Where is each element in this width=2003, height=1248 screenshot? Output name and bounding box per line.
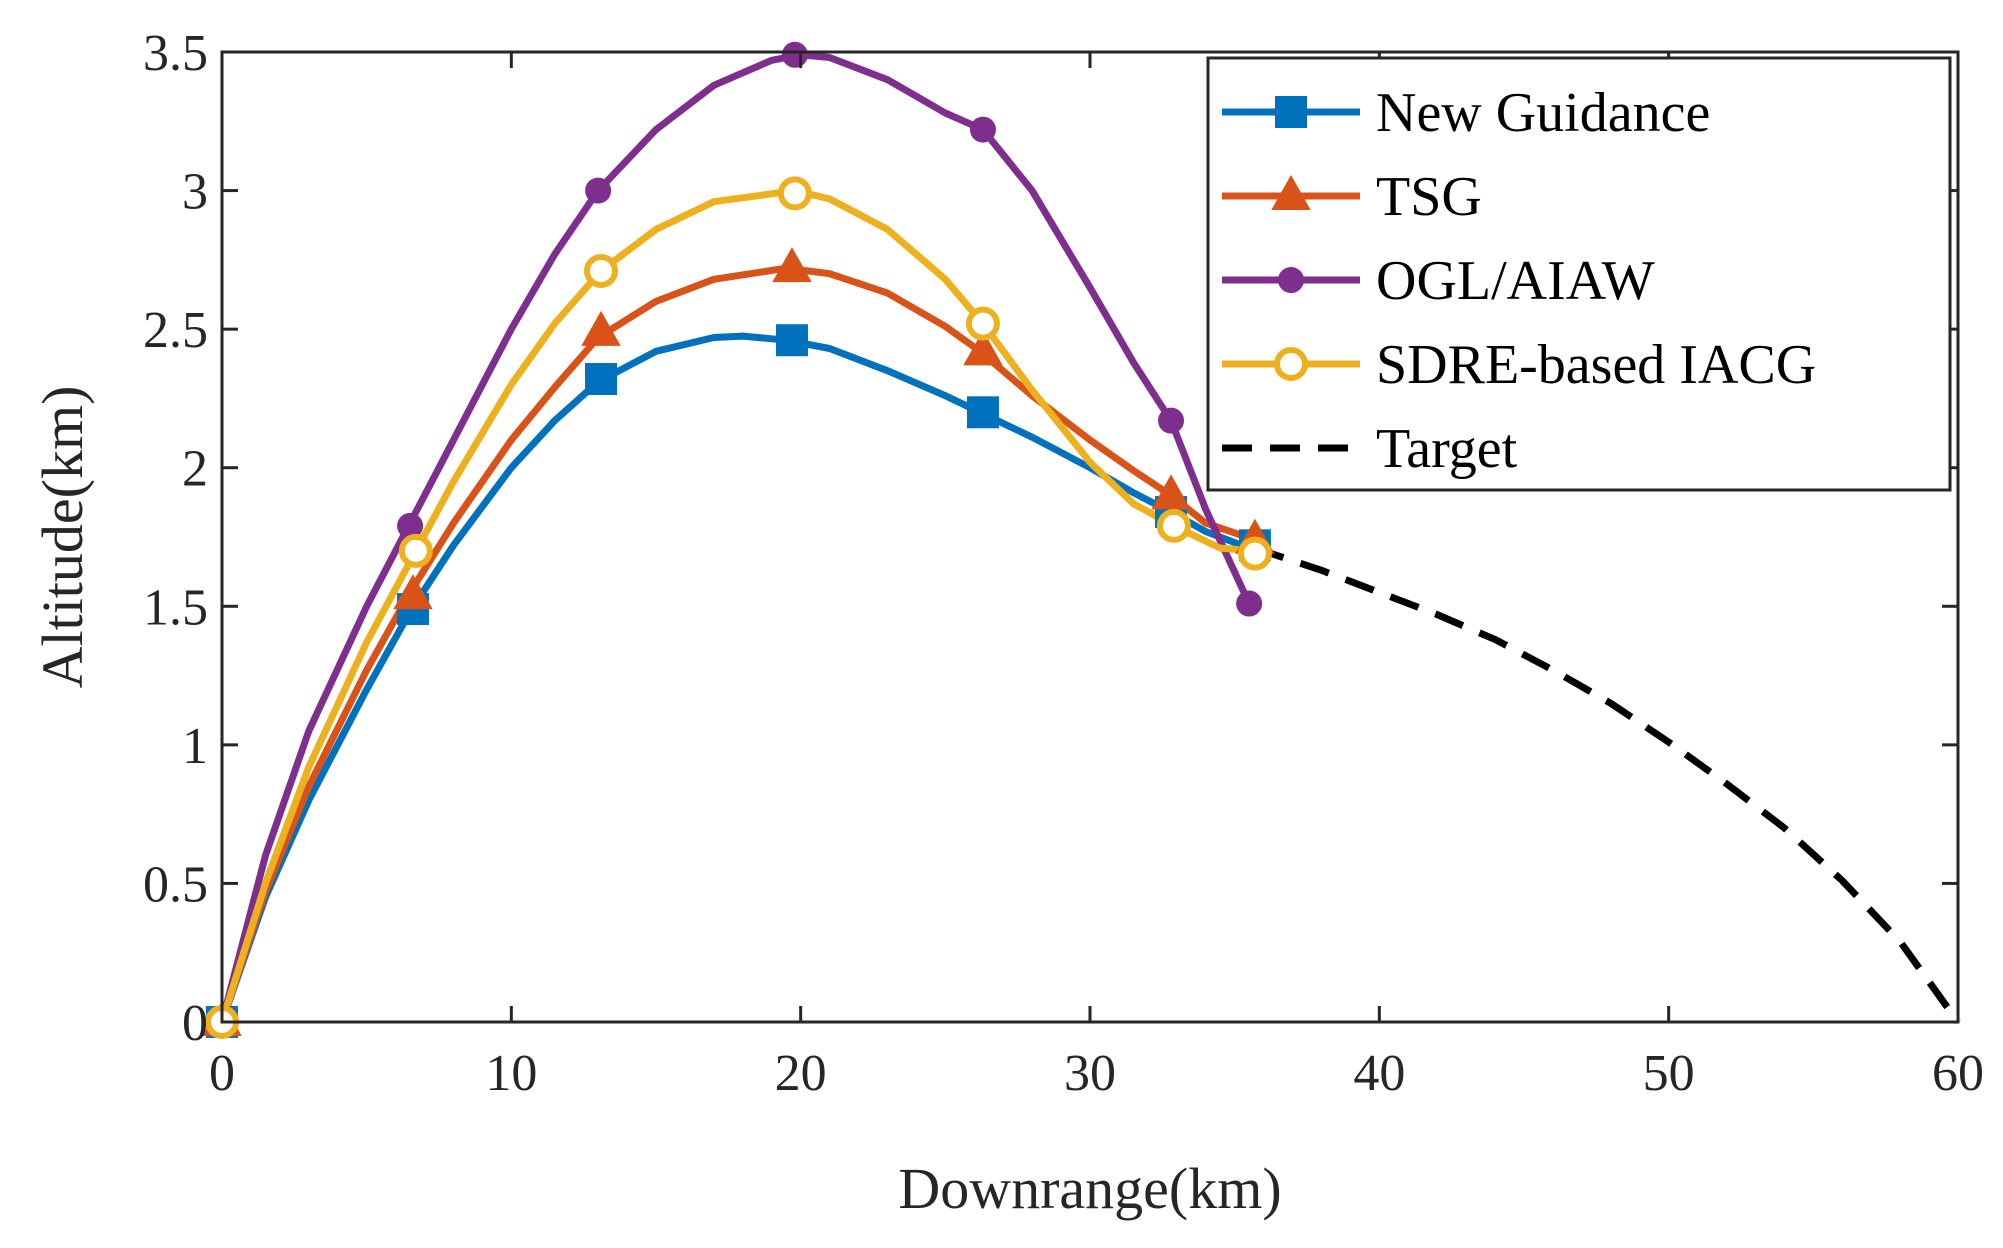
legend-marker-tsg <box>1271 174 1311 210</box>
x-tick-label: 20 <box>775 1045 827 1102</box>
plot-lines <box>218 51 1961 1026</box>
legend-label-ogl-aiaw: OGL/AIAW <box>1376 250 1655 312</box>
data-point-ogl-aiaw-2 <box>585 177 612 204</box>
legend-label-tsg: TSG <box>1376 166 1482 228</box>
data-point-ogl-aiaw-4 <box>969 116 996 143</box>
data-point-ogl-aiaw-3 <box>781 41 808 68</box>
y-tick-label: 1 <box>182 718 208 775</box>
series-line-tsg <box>218 264 1259 1026</box>
y-tick-label: 1.5 <box>143 579 208 636</box>
series-line-ogl-aiaw <box>218 51 1253 1026</box>
legend-label-new-guidance: New Guidance <box>1376 82 1710 144</box>
x-tick-label: 30 <box>1064 1045 1116 1102</box>
y-tick-label: 2.5 <box>143 302 208 359</box>
x-tick-label: 40 <box>1353 1045 1405 1102</box>
plot-markers <box>202 41 1275 1039</box>
y-tick-label: 3.5 <box>143 25 208 82</box>
data-point-tsg-4 <box>963 330 1003 366</box>
y-axis-title: Altitude(km) <box>30 386 95 689</box>
legend-marker-sdre-based-iacg <box>1274 347 1308 381</box>
data-point-tsg-1 <box>393 574 433 610</box>
series-line-sdre-based-iacg <box>218 187 1259 1026</box>
data-point-ogl-aiaw-6 <box>1236 590 1263 617</box>
ticks: 0 10 20 30 40 50 60 0 0.5 1 1.5 2 2.5 3 3.5 <box>143 25 1984 1102</box>
legend-box <box>1206 56 1952 492</box>
data-point-new-guidance-4 <box>966 396 999 429</box>
data-point-sdre-based-iacg-6 <box>1237 536 1272 571</box>
data-point-sdre-based-iacg-5 <box>1156 508 1191 543</box>
data-point-sdre-based-iacg-1 <box>398 533 433 568</box>
legend-marker-ogl-aiaw <box>1278 267 1304 293</box>
y-tick-label: 0 <box>182 995 208 1052</box>
legend-label-target: Target <box>1376 418 1518 480</box>
legend-marker-new-guidance <box>1275 96 1307 128</box>
data-point-tsg-3 <box>772 247 812 283</box>
series-line-target <box>1253 544 1961 1025</box>
x-axis-title: Downrange(km) <box>898 1156 1281 1221</box>
data-point-tsg-5 <box>1151 474 1191 510</box>
data-point-sdre-based-iacg-4 <box>965 306 1000 341</box>
data-point-sdre-based-iacg-3 <box>777 176 812 211</box>
data-point-ogl-aiaw-5 <box>1158 407 1185 434</box>
data-point-sdre-based-iacg-2 <box>584 253 619 288</box>
x-tick-label: 60 <box>1932 1045 1984 1102</box>
legend-label-sdre-based-iacg: SDRE-based IACG <box>1376 334 1816 396</box>
x-tick-label: 0 <box>209 1045 235 1102</box>
y-tick-label: 0.5 <box>143 856 208 913</box>
x-tick-label: 50 <box>1643 1045 1695 1102</box>
series-line-new-guidance <box>218 332 1253 1026</box>
y-tick-label: 3 <box>182 164 208 221</box>
data-point-new-guidance-3 <box>775 324 808 357</box>
x-tick-label: 10 <box>485 1045 537 1102</box>
y-tick-label: 2 <box>182 441 208 498</box>
data-point-tsg-2 <box>581 310 621 346</box>
data-point-new-guidance-2 <box>585 363 618 396</box>
legend: New Guidance TSG OGL/AIAW SDRE-based IACG Ta… <box>1206 56 1952 492</box>
